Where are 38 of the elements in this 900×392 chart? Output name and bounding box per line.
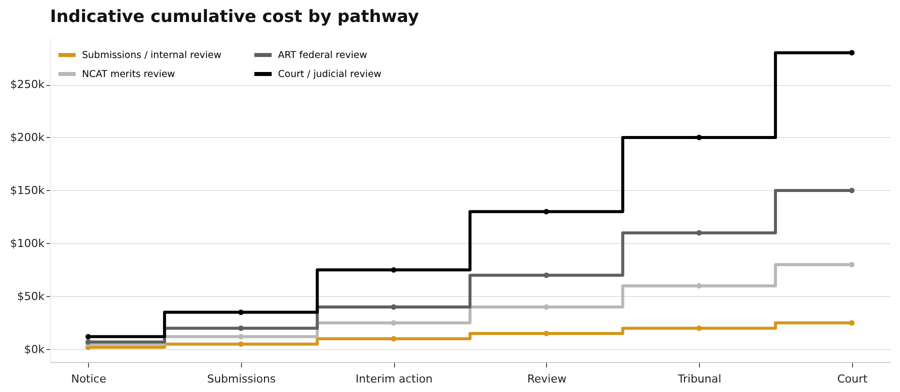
- point: [85, 334, 91, 340]
- x-tick-label: Notice: [71, 372, 106, 386]
- point: [849, 188, 855, 194]
- point: [544, 330, 550, 336]
- y-tick-label: $150k: [10, 184, 46, 197]
- point: [696, 325, 702, 331]
- point: [696, 283, 702, 289]
- legend-label: NCAT merits review: [82, 69, 176, 80]
- x-tick-label: Submissions: [207, 372, 276, 386]
- point: [238, 325, 244, 331]
- point: [696, 134, 702, 140]
- point: [849, 262, 855, 268]
- x-tick-label: Review: [527, 372, 566, 386]
- point: [238, 341, 244, 347]
- legend-label: Court / judicial review: [278, 69, 382, 80]
- point: [238, 310, 244, 316]
- x-tick-label: Court: [837, 372, 868, 386]
- point: [544, 208, 550, 214]
- point: [544, 304, 550, 310]
- y-tick-label: $200k: [10, 130, 46, 144]
- point: [390, 267, 396, 273]
- point: [849, 320, 855, 326]
- point: [390, 304, 396, 310]
- point: [238, 334, 244, 340]
- point: [849, 50, 855, 56]
- point: [390, 320, 396, 326]
- y-tick-label: $50k: [17, 290, 46, 303]
- y-tick-label: $250k: [10, 78, 46, 92]
- point: [390, 336, 396, 342]
- legend-label: ART federal review: [278, 50, 368, 61]
- x-tick-label: Interim action: [356, 372, 433, 386]
- legend-label: Submissions / internal review: [82, 50, 222, 61]
- x-tick-label: Tribunal: [676, 372, 722, 386]
- point: [696, 230, 702, 236]
- y-tick-label: $0k: [24, 342, 46, 356]
- point: [544, 272, 550, 278]
- chart-title: Indicative cumulative cost by pathway: [50, 7, 419, 27]
- y-tick-label: $100k: [10, 236, 46, 250]
